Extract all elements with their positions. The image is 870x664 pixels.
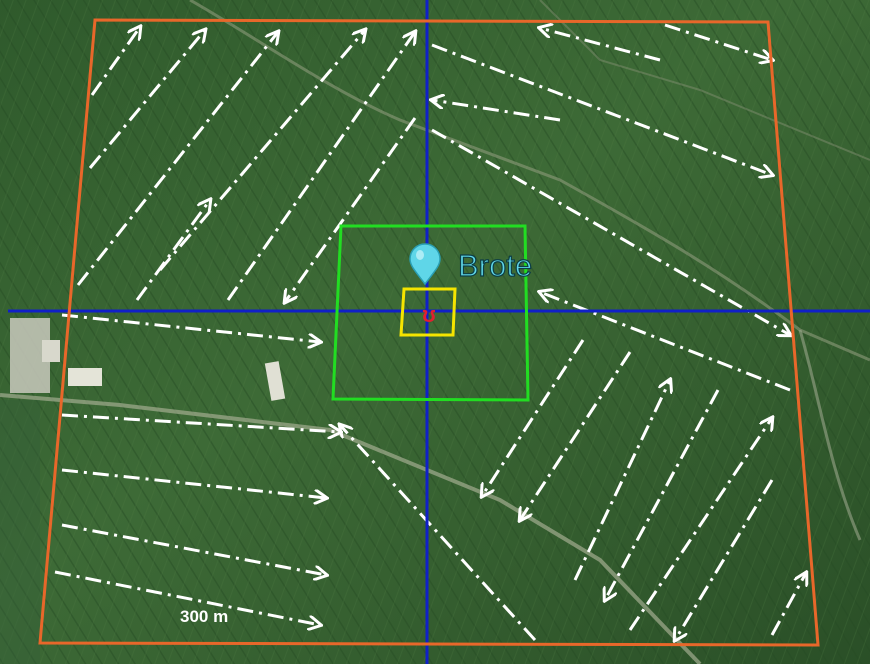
scale-label: 300 m [180, 607, 228, 626]
target-symbol: ʊ [422, 302, 436, 327]
flight-path-line [675, 479, 774, 640]
survey-perimeter[interactable] [38, 18, 820, 647]
flight-path-line [226, 32, 415, 301]
flight-path-line [431, 43, 772, 175]
flight-path-line [540, 28, 661, 62]
flight-path-line [61, 523, 326, 575]
flight-path-line [61, 313, 320, 342]
flight-path-line [340, 425, 537, 642]
inner-zone-box[interactable] [331, 224, 530, 402]
flight-path-line [61, 468, 326, 498]
flight-path-line [540, 292, 791, 392]
marker-label: Brote [458, 248, 532, 283]
flight-path-line [285, 117, 417, 302]
flight-path-line [628, 418, 772, 631]
flight-path-line [605, 389, 720, 600]
flight-path-line [573, 380, 670, 581]
flight-path-line [432, 100, 561, 122]
flight-path-line [664, 23, 772, 60]
flight-path-line [158, 30, 365, 271]
flight-paths [54, 23, 806, 642]
flight-path-line [135, 200, 210, 301]
flight-path-line [54, 570, 320, 625]
crosshair [8, 0, 870, 664]
map-pin-icon[interactable] [409, 243, 441, 286]
flight-path-line [90, 27, 140, 96]
flight-path-line [520, 351, 632, 520]
target-box[interactable] [399, 287, 457, 337]
flight-path-line [61, 413, 340, 432]
flight-path-line [431, 128, 790, 335]
flight-path-line [770, 573, 806, 636]
flight-path-line [76, 32, 278, 286]
